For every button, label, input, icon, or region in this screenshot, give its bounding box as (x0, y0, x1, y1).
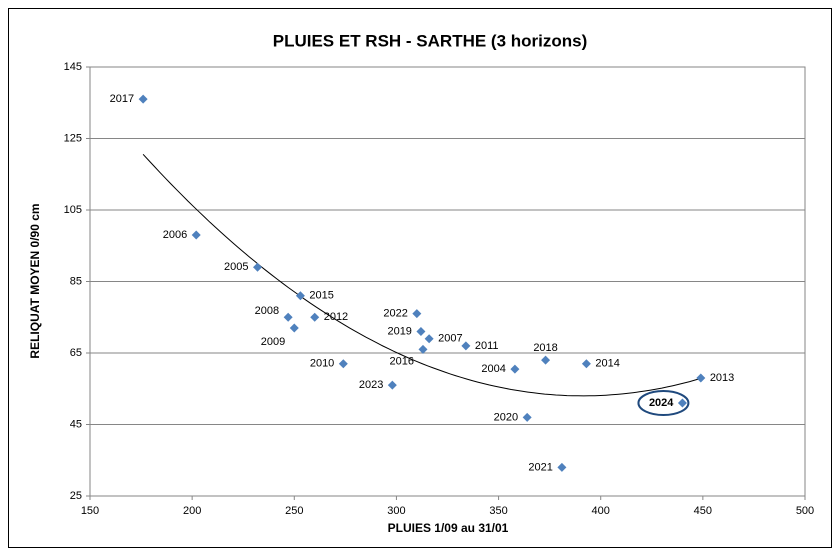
point-label: 2009 (261, 336, 285, 348)
point-label: 2013 (710, 372, 734, 384)
scatter-point (283, 312, 293, 322)
point-label: 2016 (390, 355, 414, 367)
scatter-point (191, 230, 201, 240)
y-tick-label: 65 (70, 347, 82, 359)
scatter-point (510, 364, 520, 374)
highlight-ring (637, 390, 690, 417)
point-label: 2005 (224, 261, 248, 273)
scatter-point (416, 327, 426, 337)
chart-title: PLUIES ET RSH - SARTHE (3 horizons) (273, 31, 588, 50)
point-label: 2021 (528, 461, 552, 473)
y-axis-title: RELIQUAT MOYEN 0/90 cm (28, 203, 42, 358)
scatter-point (461, 341, 471, 351)
scatter-point (253, 262, 263, 272)
scatter-point (541, 355, 551, 365)
x-tick-label: 350 (489, 505, 507, 517)
scatter-point (338, 359, 348, 369)
x-tick-label: 500 (796, 505, 814, 517)
scatter-point (412, 309, 422, 319)
scatter-point (310, 312, 320, 322)
point-label: 2022 (383, 308, 407, 320)
point-label: 2024 (649, 397, 674, 409)
x-tick-label: 200 (183, 505, 201, 517)
x-tick-label: 300 (387, 505, 405, 517)
point-label: 2020 (494, 411, 518, 423)
trendline (142, 153, 701, 397)
point-label: 2017 (110, 93, 134, 105)
scatter-point (557, 462, 567, 472)
x-axis-title: PLUIES 1/09 au 31/01 (388, 521, 509, 535)
point-label: 2019 (387, 325, 411, 337)
y-tick-label: 125 (64, 132, 82, 144)
point-label: 2014 (595, 358, 619, 370)
scatter-point (289, 323, 299, 333)
scatter-point (418, 344, 428, 354)
x-tick-label: 150 (81, 505, 99, 517)
point-label: 2015 (309, 290, 333, 302)
point-label: 2007 (438, 333, 462, 345)
point-label: 2006 (163, 229, 187, 241)
scatter-point (677, 398, 687, 408)
scatter-point (295, 291, 305, 301)
x-tick-label: 250 (285, 505, 303, 517)
point-label: 2023 (359, 379, 383, 391)
scatter-point (424, 334, 434, 344)
chart-frame (8, 8, 832, 548)
point-label: 2004 (481, 363, 505, 375)
x-tick-label: 400 (592, 505, 610, 517)
scatter-point (387, 380, 397, 390)
scatter-point (522, 412, 532, 422)
point-label: 2010 (310, 358, 334, 370)
scatter-point (138, 94, 148, 104)
y-tick-label: 45 (70, 418, 82, 430)
point-label: 2011 (475, 340, 499, 352)
y-tick-label: 85 (70, 275, 82, 287)
scatter-point (696, 373, 706, 383)
scatter-point (581, 359, 591, 369)
point-label: 2012 (324, 311, 348, 323)
point-label: 2018 (533, 342, 557, 354)
y-tick-label: 25 (70, 490, 82, 502)
point-label: 2008 (255, 305, 279, 317)
y-tick-label: 105 (64, 204, 82, 216)
y-tick-label: 145 (64, 61, 82, 73)
x-tick-label: 450 (694, 505, 712, 517)
plot-area (89, 66, 806, 497)
